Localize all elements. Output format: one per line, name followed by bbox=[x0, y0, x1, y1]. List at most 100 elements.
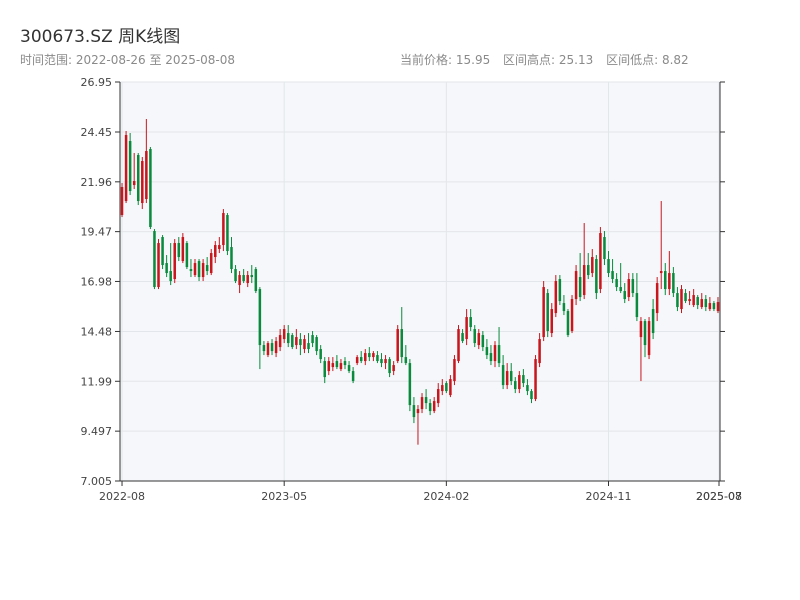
candle bbox=[270, 339, 274, 356]
candle-body bbox=[189, 269, 193, 272]
candle bbox=[635, 273, 639, 322]
candle-body bbox=[420, 397, 424, 410]
candle-body bbox=[607, 259, 610, 274]
y-tick-label: 16.98 bbox=[81, 275, 113, 288]
candle-body bbox=[570, 299, 574, 332]
candle bbox=[351, 367, 355, 384]
candle-body bbox=[676, 293, 679, 308]
candle-body bbox=[514, 381, 517, 390]
candle bbox=[485, 339, 489, 360]
candle bbox=[420, 393, 424, 414]
candle-body bbox=[688, 299, 691, 302]
x-tick-label: 2025-08 bbox=[696, 490, 742, 503]
current-price: 当前价格: 15.95 bbox=[400, 53, 491, 67]
candle bbox=[408, 359, 412, 412]
candle-body bbox=[623, 291, 626, 300]
candle-body bbox=[453, 359, 456, 382]
candle bbox=[222, 209, 225, 252]
candle-body bbox=[615, 279, 618, 288]
candle-body bbox=[712, 303, 716, 310]
candle bbox=[692, 289, 695, 308]
candle bbox=[643, 319, 647, 358]
candle bbox=[696, 295, 699, 310]
candles bbox=[120, 119, 720, 445]
candle bbox=[372, 351, 375, 362]
candle bbox=[684, 289, 687, 304]
candle bbox=[299, 333, 302, 356]
candle-body bbox=[599, 233, 602, 290]
candle bbox=[376, 351, 379, 364]
candle bbox=[327, 357, 331, 376]
candle bbox=[445, 381, 448, 394]
candle bbox=[282, 325, 286, 344]
candle-body bbox=[124, 135, 128, 202]
candle bbox=[700, 293, 704, 310]
candle bbox=[631, 273, 635, 298]
candle-body bbox=[449, 379, 452, 396]
candle bbox=[165, 255, 168, 278]
candle-body bbox=[242, 275, 245, 282]
candle bbox=[384, 355, 387, 370]
candle-body bbox=[445, 383, 448, 392]
candle-body bbox=[631, 279, 635, 294]
candle-body bbox=[222, 213, 225, 246]
candle bbox=[619, 263, 622, 294]
candle-body bbox=[530, 391, 533, 400]
candle bbox=[518, 371, 521, 394]
candle bbox=[708, 297, 712, 312]
candle-body bbox=[643, 321, 647, 346]
candle-body bbox=[266, 343, 270, 356]
candle-body bbox=[696, 297, 699, 306]
candle bbox=[141, 157, 144, 210]
x-tick-label: 2022-08 bbox=[99, 490, 145, 503]
candle bbox=[664, 263, 667, 296]
y-tick-label: 7.005 bbox=[81, 475, 113, 488]
candle bbox=[128, 133, 132, 196]
candle-body bbox=[157, 243, 160, 288]
candle bbox=[307, 333, 310, 354]
candle-body bbox=[307, 343, 310, 350]
candle bbox=[404, 345, 408, 366]
candle bbox=[364, 349, 367, 366]
candle-body bbox=[465, 317, 468, 340]
candle-body bbox=[234, 269, 237, 282]
range-low: 区间低点: 8.82 bbox=[606, 53, 689, 67]
candle bbox=[218, 237, 221, 254]
candle-body bbox=[639, 321, 643, 338]
candle bbox=[716, 297, 720, 314]
candle bbox=[639, 317, 643, 382]
candle bbox=[672, 267, 675, 298]
candle bbox=[461, 329, 464, 344]
candle bbox=[319, 345, 322, 364]
candle bbox=[436, 383, 440, 408]
candle-body bbox=[603, 237, 606, 260]
candle-body bbox=[197, 261, 201, 278]
candle bbox=[380, 353, 383, 368]
candle-body bbox=[595, 259, 598, 294]
candle-body bbox=[193, 263, 197, 276]
candle bbox=[509, 363, 513, 386]
y-tick-label: 19.47 bbox=[81, 226, 113, 239]
candle bbox=[145, 119, 148, 204]
candle-body bbox=[372, 353, 375, 358]
candle bbox=[254, 267, 258, 294]
candle-body bbox=[230, 247, 233, 270]
candle bbox=[339, 359, 343, 372]
candle-body bbox=[165, 263, 168, 274]
candle bbox=[481, 331, 485, 352]
candle bbox=[627, 273, 631, 302]
candle-body bbox=[359, 357, 363, 362]
candle-body bbox=[611, 271, 614, 280]
x-tick-label: 2025-07 bbox=[696, 490, 742, 503]
candle bbox=[570, 295, 574, 334]
y-tick-label: 24.45 bbox=[81, 126, 113, 139]
candle bbox=[546, 289, 549, 338]
candle bbox=[214, 241, 217, 264]
candle bbox=[412, 397, 416, 424]
candle-body bbox=[311, 335, 314, 344]
candle-body bbox=[457, 329, 460, 362]
start-date: 2022-08-26 bbox=[75, 53, 146, 67]
candle bbox=[659, 201, 663, 290]
candle-body bbox=[384, 359, 387, 364]
end-date: 2025-08-08 bbox=[165, 53, 236, 67]
